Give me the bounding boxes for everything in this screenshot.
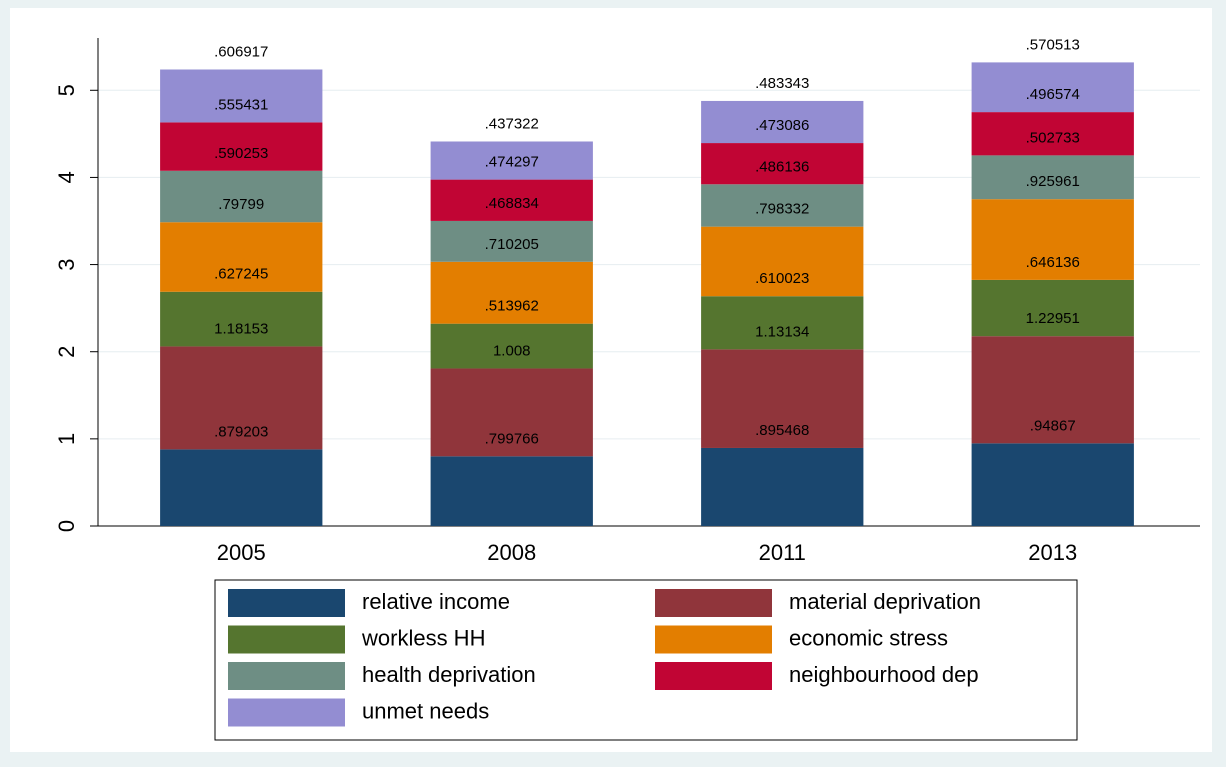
value-label: .483343 — [755, 75, 809, 92]
value-label: .610023 — [755, 270, 809, 287]
bar-segment — [430, 456, 593, 526]
bar-segment — [971, 62, 1134, 113]
bar-segment — [701, 296, 864, 350]
legend-box — [214, 579, 1078, 741]
value-label: .502733 — [1026, 129, 1080, 146]
value-label: .710205 — [485, 236, 539, 253]
y-tick-label: 0 — [54, 520, 79, 532]
legend-swatch — [228, 589, 345, 617]
bar-segment — [430, 220, 593, 262]
bar-segment — [160, 346, 323, 450]
bar-segment — [971, 279, 1134, 337]
bar-segment — [971, 443, 1134, 526]
value-label: 1.13134 — [755, 323, 809, 340]
bar-segment — [971, 155, 1134, 200]
legend-label: unmet needs — [362, 698, 489, 723]
bar-segment — [701, 143, 864, 185]
value-label: .555431 — [214, 96, 268, 113]
bar-segment — [971, 112, 1134, 156]
value-label: .474297 — [485, 154, 539, 171]
y-tick-label: 1 — [54, 433, 79, 445]
value-label: .925961 — [1026, 173, 1080, 190]
y-tick-label: 4 — [54, 171, 79, 183]
value-label: .94867 — [1030, 417, 1076, 434]
value-label: .799766 — [485, 430, 539, 447]
value-label: 1.008 — [493, 342, 531, 359]
bar-segment — [160, 291, 323, 347]
legend-swatch — [228, 698, 345, 727]
bar-segment — [701, 184, 864, 227]
legend-label: health deprivation — [362, 662, 536, 687]
bar-segment — [701, 226, 864, 297]
bar-segment — [971, 336, 1134, 444]
bar-segment — [160, 222, 323, 292]
value-label: .473086 — [755, 117, 809, 134]
value-label: .606917 — [214, 43, 268, 60]
bar-segment — [160, 170, 323, 223]
value-label: .486136 — [755, 158, 809, 175]
x-tick-label: 2008 — [487, 540, 536, 565]
value-label: .879203 — [214, 423, 268, 440]
legend-label: material deprivation — [789, 589, 981, 614]
y-tick-label: 5 — [54, 84, 79, 96]
value-label: .895468 — [755, 422, 809, 439]
value-label: .646136 — [1026, 254, 1080, 271]
x-tick-label: 2013 — [1028, 540, 1077, 565]
value-label: .513962 — [485, 298, 539, 315]
legend-swatch — [228, 662, 345, 690]
value-label: .437322 — [485, 115, 539, 132]
legend-swatch — [228, 625, 345, 654]
bar-segment — [160, 449, 323, 526]
bar-segment — [430, 323, 593, 369]
value-label: .627245 — [214, 266, 268, 283]
legend-label: workless HH — [361, 625, 485, 650]
bar-segment — [701, 100, 864, 144]
bar-segment — [430, 179, 593, 221]
bar-segment — [971, 199, 1134, 280]
bar-segment — [160, 69, 323, 123]
y-tick-label: 3 — [54, 258, 79, 270]
value-label: .496574 — [1026, 86, 1080, 103]
value-label: .468834 — [485, 195, 539, 212]
x-tick-label: 2011 — [759, 540, 806, 565]
legend-swatch — [655, 589, 772, 617]
bar-segment — [430, 141, 593, 180]
y-tick-label: 2 — [54, 346, 79, 358]
legend-swatch — [655, 625, 772, 654]
value-label: 1.18153 — [214, 320, 268, 337]
bar-segment — [701, 349, 864, 448]
legend-label: neighbourhood dep — [789, 662, 979, 687]
value-label: .798332 — [755, 201, 809, 218]
bar-segment — [701, 447, 864, 526]
legend-label: economic stress — [789, 625, 948, 650]
value-label: .570513 — [1026, 36, 1080, 53]
value-label: .79799 — [218, 196, 264, 213]
bar-segment — [430, 261, 593, 324]
bar-segment — [430, 368, 593, 457]
bar-segment — [160, 122, 323, 171]
value-label: 1.22951 — [1026, 310, 1080, 327]
x-tick-label: 2005 — [217, 540, 266, 565]
value-label: .590253 — [214, 145, 268, 162]
legend-label: relative income — [362, 589, 510, 614]
legend-swatch — [655, 662, 772, 690]
